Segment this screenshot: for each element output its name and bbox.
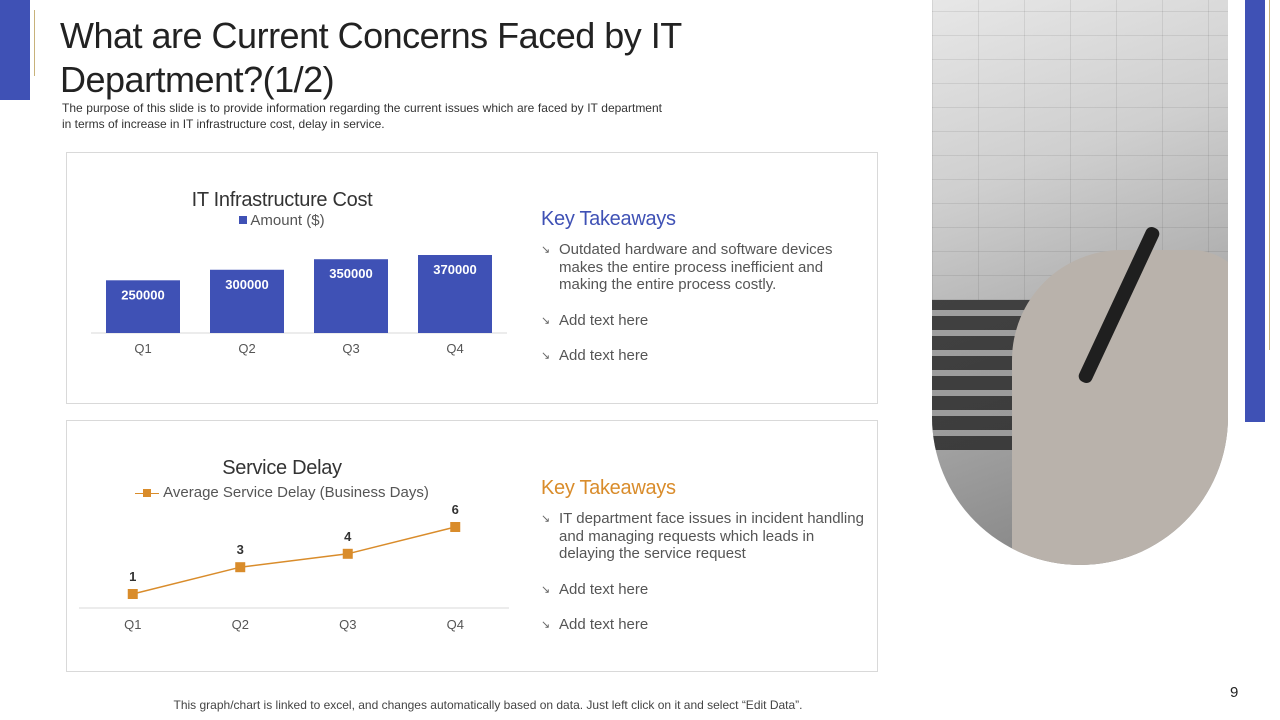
- data-point-marker: [127, 589, 138, 599]
- hand-with-pen-photo: [932, 0, 1228, 565]
- right-accent-bar: [1245, 0, 1265, 422]
- bottom-takeaways-title: Key Takeaways: [541, 477, 676, 499]
- point-data-label: 3: [237, 542, 244, 557]
- bar-chart-legend: Amount ($): [87, 212, 477, 229]
- arrow-bullet-icon: ↘: [541, 619, 551, 631]
- top-takeaways: Key Takeaways ↘ Outdated hardware and sof…: [541, 208, 871, 383]
- list-item: ↘ Add text here: [541, 347, 649, 364]
- bar-data-label: 300000: [225, 277, 268, 292]
- x-tick-label: Q1: [134, 341, 151, 356]
- list-item: ↘ Add text here: [541, 616, 649, 633]
- bar-data-label: 250000: [121, 287, 164, 302]
- bar: [106, 280, 180, 333]
- point-data-label: 1: [129, 569, 136, 584]
- arrow-bullet-icon: ↘: [541, 513, 551, 525]
- bar-chart-title: IT Infrastructure Cost: [191, 189, 373, 211]
- bar-data-label: 370000: [433, 262, 476, 277]
- right-accent-rule: [1269, 0, 1270, 350]
- bottom-takeaways: Key Takeaways ↘ IT department face issues…: [541, 477, 871, 652]
- title-divider: [34, 10, 35, 76]
- point-data-label: 6: [452, 502, 459, 517]
- bar-chart[interactable]: 250000 Q1 300000 Q2 350000 Q3 370000 Q4: [67, 153, 527, 405]
- page-number: 9: [1230, 684, 1239, 701]
- bar: [418, 255, 492, 333]
- bar-legend-label: Amount ($): [250, 212, 325, 229]
- line-legend-label: Average Service Delay (Business Days): [163, 484, 429, 501]
- arrow-bullet-icon: ↘: [541, 583, 551, 596]
- service-delay-panel: Service Delay Average Service Delay (Bus…: [66, 420, 878, 672]
- bar: [314, 259, 388, 333]
- x-tick-label: Q3: [339, 617, 356, 632]
- top-takeaways-list: ↘ Outdated hardware and software devices …: [541, 241, 871, 365]
- x-tick-label: Q1: [124, 617, 141, 632]
- x-tick-label: Q4: [447, 617, 464, 632]
- line-chart-title: Service Delay: [222, 457, 342, 479]
- x-tick-label: Q2: [238, 341, 255, 356]
- list-item: ↘ Outdated hardware and software devices …: [541, 241, 833, 293]
- list-item: ↘ IT department face issues in incident h…: [541, 510, 864, 562]
- data-point-marker: [450, 522, 461, 532]
- bottom-takeaways-list: ↘ IT department face issues in incident h…: [541, 510, 871, 634]
- x-tick-label: Q4: [446, 341, 463, 356]
- line-chart-legend: Average Service Delay (Business Days): [87, 484, 477, 501]
- x-tick-label: Q3: [342, 341, 359, 356]
- series-line: [132, 526, 456, 595]
- line-chart[interactable]: 1 Q1 3 Q2 4 Q3 6 Q4: [67, 421, 527, 673]
- left-accent-bar: [0, 0, 30, 100]
- arrow-bullet-icon: ↘: [541, 244, 551, 256]
- arrow-bullet-icon: ↘: [541, 350, 551, 362]
- x-tick-label: Q2: [232, 617, 249, 632]
- slide-title: What are Current Concerns Faced by IT De…: [60, 15, 682, 100]
- bar: [210, 269, 284, 333]
- data-point-marker: [235, 562, 246, 573]
- point-data-label: 4: [344, 529, 352, 544]
- bar-data-label: 350000: [329, 266, 372, 281]
- footer-note: This graph/chart is linked to excel, and…: [173, 698, 803, 712]
- arrow-bullet-icon: ↘: [541, 314, 551, 327]
- top-takeaways-title: Key Takeaways: [541, 208, 676, 230]
- list-item: ↘ Add text here: [541, 580, 649, 598]
- legend-swatch-icon: [239, 216, 248, 224]
- infrastructure-cost-panel: IT Infrastructure Cost Amount ($) 250000…: [66, 152, 878, 404]
- legend-line-icon: [135, 488, 160, 498]
- slide-subtitle: The purpose of this slide is to provide …: [62, 101, 662, 131]
- list-item: ↘ Add text here: [541, 311, 649, 329]
- data-point-marker: [342, 548, 353, 559]
